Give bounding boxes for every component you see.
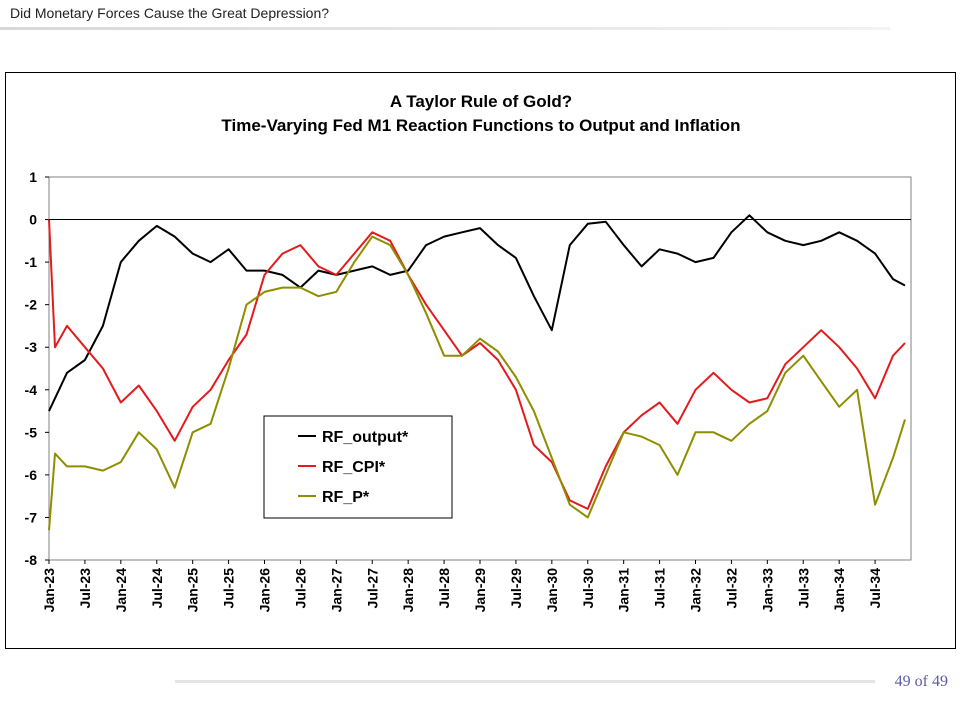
series-line-3 [48, 235, 906, 531]
x-tick-label: Jul-25 [221, 568, 237, 609]
y-tick-label: -4 [25, 382, 38, 398]
x-tick-label: Jan-30 [544, 568, 560, 613]
x-tick-label: Jan-28 [400, 568, 416, 613]
series-line-2 [48, 219, 906, 510]
plot-area [48, 176, 912, 561]
legend-label: RF_P* [322, 489, 370, 506]
x-tick-label: Jan-24 [113, 568, 129, 613]
x-tick-label: Jan-27 [328, 568, 344, 613]
legend [263, 415, 453, 519]
x-tick-label: Jan-31 [616, 568, 632, 613]
header-divider [0, 27, 890, 30]
x-tick-label: Jan-33 [759, 568, 775, 613]
x-tick-label: Jul-27 [364, 568, 380, 609]
footer-divider [175, 680, 875, 683]
x-tick-label: Jul-23 [77, 568, 93, 609]
page-number: 49 of 49 [894, 673, 948, 690]
x-tick-label: Jul-24 [149, 568, 165, 609]
chart-frame: A Taylor Rule of Gold? Time-Varying Fed … [5, 72, 956, 649]
x-tick-label: Jul-30 [580, 568, 596, 609]
x-tick-label: Jan-25 [185, 568, 201, 613]
y-tick-label: -7 [25, 509, 38, 525]
slide-header: Did Monetary Forces Cause the Great Depr… [10, 5, 330, 21]
y-tick-label: -3 [25, 339, 38, 355]
x-tick-label: Jan-32 [688, 568, 704, 613]
y-tick-label: -5 [25, 424, 38, 440]
chart-subtitle: Time-Varying Fed M1 Reaction Functions t… [221, 116, 740, 135]
chart: A Taylor Rule of Gold? Time-Varying Fed … [25, 92, 912, 613]
x-tick-label: Jul-32 [723, 568, 739, 609]
y-tick-label: 0 [29, 212, 37, 228]
x-tick-label: Jul-34 [867, 568, 883, 609]
y-tick-label: -6 [25, 467, 38, 483]
chart-title: A Taylor Rule of Gold? [390, 92, 572, 111]
x-tick-label: Jan-34 [831, 568, 847, 613]
x-tick-label: Jan-29 [472, 568, 488, 613]
y-tick-label: -8 [25, 552, 38, 568]
y-tick-label: -1 [25, 254, 38, 270]
x-tick-label: Jul-33 [795, 568, 811, 609]
legend-label: RF_CPI* [322, 459, 386, 476]
x-tick-label: Jul-29 [508, 568, 524, 609]
x-tick-label: Jan-23 [41, 568, 57, 613]
x-tick-label: Jul-26 [292, 568, 308, 609]
y-tick-label: 1 [29, 169, 37, 185]
x-tick-label: Jul-31 [652, 568, 668, 609]
y-tick-label: -2 [25, 297, 38, 313]
x-tick-label: Jul-28 [436, 568, 452, 609]
legend-label: RF_output* [322, 429, 409, 446]
series-line-1 [48, 214, 906, 412]
x-tick-label: Jan-26 [257, 568, 273, 613]
